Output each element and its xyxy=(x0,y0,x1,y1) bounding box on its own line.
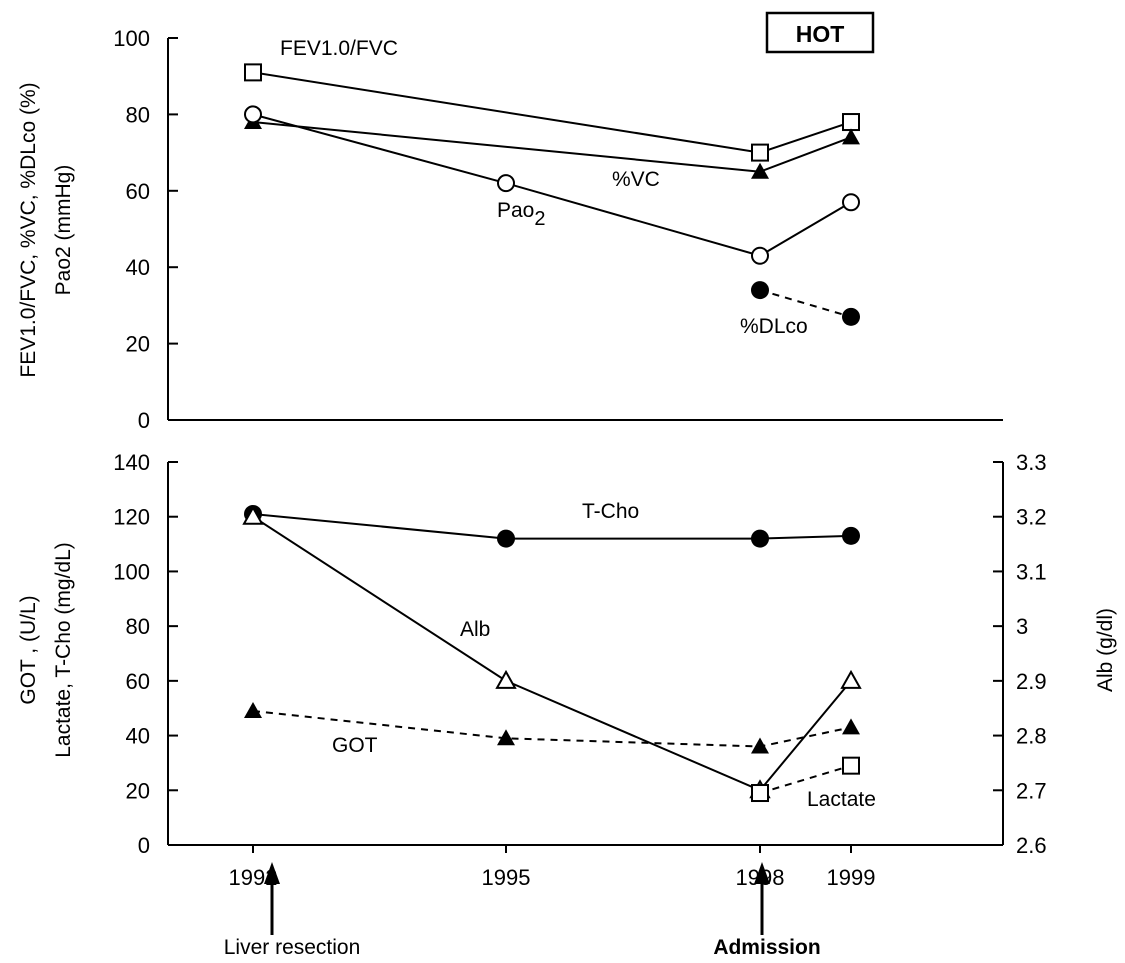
alb-point xyxy=(495,669,517,689)
vc-point xyxy=(751,162,769,179)
bottom-y-tick-label: 80 xyxy=(126,614,150,639)
label-lactate: Lactate xyxy=(807,788,876,811)
arrow-admission-head xyxy=(754,862,770,884)
fev1-0-fvc-point xyxy=(751,143,769,162)
top-y-title: FEV1.0/FVC, %VC, %DLco (%) Pao2 (mmHg) xyxy=(17,82,75,377)
arrow-liver-resection xyxy=(264,862,280,935)
label-vc: %VC xyxy=(612,168,660,191)
pao2-point xyxy=(244,105,262,124)
alb-point xyxy=(242,505,264,525)
x-tick-label: 1999 xyxy=(827,865,876,890)
arrow-liver-head xyxy=(264,862,280,884)
label-got: GOT xyxy=(332,734,378,757)
event-admission: Admission xyxy=(713,936,820,959)
bottom-series-layer xyxy=(242,504,862,803)
hot-badge: HOT xyxy=(765,11,875,54)
alb-point xyxy=(840,669,862,689)
pao2-series-line xyxy=(252,113,852,257)
lactate-point xyxy=(751,784,769,803)
top-series-layer xyxy=(244,63,860,326)
dlco-series-line xyxy=(759,289,852,318)
fev1-0-fvc-point xyxy=(244,63,262,82)
vc-point xyxy=(842,128,860,145)
top-y-tick-label: 60 xyxy=(126,179,150,204)
bottom-y-tick-label: 140 xyxy=(113,450,150,475)
bottom-y-title-left-line1: GOT , (U/L) xyxy=(17,595,40,704)
top-y-tick-label: 20 xyxy=(126,332,150,357)
label-fev: FEV1.0/FVC xyxy=(280,37,398,60)
label-tcho: T-Cho xyxy=(582,500,639,523)
top-y-title-line2: Pao2 (mmHg) xyxy=(52,165,75,296)
label-pao2-sub: 2 xyxy=(534,208,545,230)
top-y-tick-label: 80 xyxy=(126,102,150,127)
t-cho-point xyxy=(751,529,769,548)
bottom-y-title-left-line2: Lactate, T-Cho (mg/dL) xyxy=(52,542,75,758)
bottom-y-title-left: GOT , (U/L) Lactate, T-Cho (mg/dL) xyxy=(17,542,75,758)
bottom-right-tick-label: 2.8 xyxy=(1016,724,1047,749)
lactate-series-line xyxy=(759,764,852,794)
lactate-point xyxy=(842,756,860,775)
got-point xyxy=(842,718,860,735)
top-panel: 0 20 40 60 80 100 FEV1.0/FVC, %VC, %DLco (%) … xyxy=(17,11,1003,433)
bottom-right-tick-label: 3.2 xyxy=(1016,505,1047,530)
pao2-point xyxy=(751,246,769,265)
bottom-y-tick-label: 100 xyxy=(113,559,150,584)
label-pao2-main: Pao xyxy=(497,199,534,222)
bottom-right-tick-label: 3 xyxy=(1016,614,1028,639)
bottom-ticks: 0 20 40 60 80 100 120 140 2.6 2.7 2.8 2.9 3 3.1 3.2 3.3… xyxy=(113,450,1046,890)
top-y-tick-label: 100 xyxy=(113,26,150,51)
fev1-0-fvc-point xyxy=(842,113,860,132)
bottom-y-tick-label: 0 xyxy=(138,833,150,858)
dlco-point xyxy=(842,307,860,326)
bottom-right-tick-label: 2.9 xyxy=(1016,669,1047,694)
label-pao2: Pao2 xyxy=(497,199,546,230)
bottom-y-tick-label: 40 xyxy=(126,724,150,749)
hot-badge-text: HOT xyxy=(796,21,845,47)
top-y-tick-label: 0 xyxy=(138,408,150,433)
bottom-right-tick-label: 2.6 xyxy=(1016,833,1047,858)
pao2-point xyxy=(497,174,515,193)
got-series-line xyxy=(252,709,852,748)
bottom-panel: 0 20 40 60 80 100 120 140 2.6 2.7 2.8 2.9 3 3.1 3.2 3.3… xyxy=(17,450,1117,959)
t-cho-point xyxy=(497,529,515,548)
arrow-admission xyxy=(754,862,770,935)
bottom-right-tick-label: 3.1 xyxy=(1016,559,1047,584)
fev1-0-fvc-series-line xyxy=(252,71,852,154)
bottom-right-tick-label: 3.3 xyxy=(1016,450,1047,475)
top-y-tick-label: 40 xyxy=(126,255,150,280)
event-liver-resection: Liver resection xyxy=(224,936,361,959)
bottom-right-tick-label: 2.7 xyxy=(1016,778,1047,803)
got-point xyxy=(244,701,262,718)
hot-badge-box xyxy=(765,11,875,54)
bottom-y-title-right: Alb (g/dl) xyxy=(1094,608,1117,692)
alb-series-line xyxy=(252,515,852,792)
label-alb: Alb xyxy=(460,618,490,641)
dlco-point xyxy=(751,281,769,300)
bottom-y-tick-label: 60 xyxy=(126,669,150,694)
bottom-y-tick-label: 20 xyxy=(126,778,150,803)
t-cho-series-line xyxy=(252,512,852,540)
top-y-title-line1: FEV1.0/FVC, %VC, %DLco (%) xyxy=(17,82,40,377)
got-point xyxy=(751,737,769,754)
pao2-point xyxy=(842,193,860,212)
x-tick-label: 1995 xyxy=(482,865,531,890)
got-point xyxy=(497,729,515,746)
bottom-y-tick-label: 120 xyxy=(113,505,150,530)
t-cho-point xyxy=(842,526,860,545)
top-y-ticks: 0 20 40 60 80 100 xyxy=(113,26,178,433)
label-dlco: %DLco xyxy=(740,315,808,338)
